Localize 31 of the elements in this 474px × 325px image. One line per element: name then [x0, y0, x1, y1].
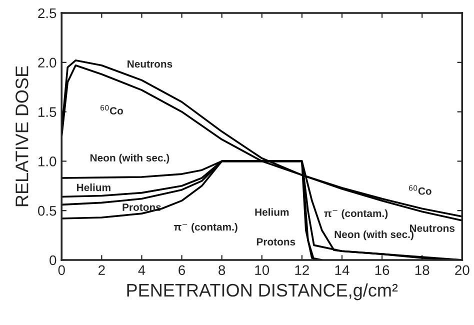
x-tick-label: 8	[218, 265, 226, 276]
x-tick-label: 0	[58, 265, 65, 276]
x-tick-label: 12	[295, 265, 309, 275]
annotation: $^{60}$Co	[408, 185, 432, 195]
annotation: Helium	[76, 184, 110, 192]
annotation: Neutrons	[410, 224, 455, 232]
annotation: Neon (with sec.)	[90, 154, 170, 164]
annotation: π$^{−}$ (contam.)	[324, 209, 388, 220]
x-tick-label: 18	[415, 265, 430, 276]
y-tick-label: 1.0	[38, 156, 56, 166]
y-tick-label: 0	[50, 255, 56, 266]
y-tick-label: 2.5	[38, 8, 56, 18]
annotation: π$^{−}$ (contam.)	[174, 222, 238, 233]
x-tick-label: 4	[138, 265, 146, 275]
annotation: Protons	[256, 238, 296, 246]
annotation: $^{60}$Co	[100, 105, 124, 115]
annotation: Neon (with sec.)	[334, 230, 414, 240]
x-axis-title: PENETRATION DISTANCE,g/cm²	[127, 283, 398, 300]
x-tick-label: 20	[455, 265, 470, 276]
y-tick-label: 0.5	[38, 206, 56, 216]
y-axis-title: RELATIVE DOSE	[16, 66, 28, 206]
y-tick-label: 2.0	[38, 58, 56, 68]
annotation: Helium	[255, 208, 289, 216]
y-tick-label: 1.5	[38, 107, 56, 117]
annotation: Protons	[122, 204, 161, 211]
x-tick-label: 10	[255, 265, 270, 276]
x-tick-label: 2	[98, 265, 105, 275]
annotation: Neutrons	[128, 60, 172, 68]
x-tick-label: 16	[375, 265, 390, 276]
x-tick-label: 6	[178, 265, 186, 276]
x-tick-label: 14	[335, 265, 350, 275]
